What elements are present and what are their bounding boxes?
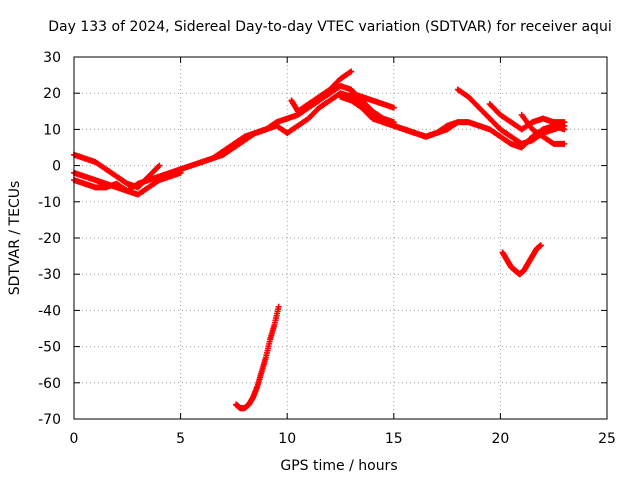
series-track-f	[288, 68, 355, 115]
data-point-marker	[348, 68, 355, 75]
series-track-j	[486, 101, 568, 133]
data-point-marker	[561, 140, 568, 147]
y-tick-label: 10	[43, 122, 61, 138]
series-track-c	[71, 169, 184, 198]
series-track-h	[348, 90, 397, 111]
y-tick-label: 20	[43, 86, 61, 102]
series-track-m	[499, 242, 544, 278]
x-tick-label: 25	[598, 431, 616, 447]
y-axis-label: SDTVAR / TECUs	[7, 181, 23, 296]
x-tick-label: 15	[385, 431, 403, 447]
data-point-marker	[156, 162, 163, 169]
data-point-marker	[537, 242, 544, 249]
x-tick-label: 0	[70, 431, 79, 447]
data-markers	[71, 68, 568, 412]
data-point-marker	[275, 303, 282, 310]
y-tick-label: -30	[38, 267, 61, 283]
y-tick-label: -40	[38, 303, 61, 319]
data-point-marker	[561, 119, 568, 126]
series-track-l	[233, 303, 282, 412]
chart-title: Day 133 of 2024, Sidereal Day-to-day VTE…	[48, 19, 611, 35]
y-tick-label: -20	[38, 231, 61, 247]
x-tick-label: 20	[491, 431, 509, 447]
y-tick-label: -60	[38, 376, 61, 392]
x-tick-label: 5	[176, 431, 185, 447]
y-tick-label: 0	[52, 159, 61, 175]
series-track-d	[177, 90, 461, 173]
y-tick-label: -50	[38, 340, 61, 356]
y-tick-label: 30	[43, 50, 61, 66]
x-axis-label: GPS time / hours	[280, 458, 397, 474]
series-track-k	[518, 111, 568, 147]
x-tick-label: 10	[278, 431, 296, 447]
y-tick-label: -70	[38, 412, 61, 428]
axis-ticks: 0 5 10 15 20 25 -70 -60 -50 -40 -30 -20 -10 0 10 20 30	[38, 50, 616, 447]
data-point-marker	[390, 104, 397, 111]
y-tick-label: -10	[38, 195, 61, 211]
